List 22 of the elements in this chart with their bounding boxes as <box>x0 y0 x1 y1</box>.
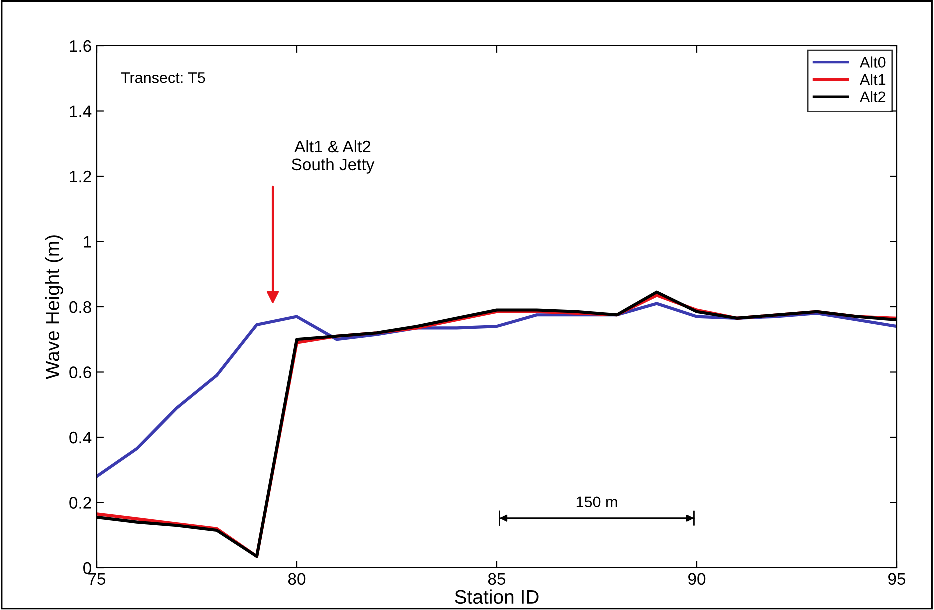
y-tick-label: 0.4 <box>70 432 92 444</box>
x-tick-label: 75 <box>88 573 106 586</box>
x-axis-title: Station ID <box>455 590 539 604</box>
y-tick-label: 0 <box>84 562 92 574</box>
y-tick-label: 0.8 <box>70 301 92 314</box>
y-tick-label: 1.6 <box>70 40 92 52</box>
y-axis-title: Wave Height (m) <box>45 236 64 380</box>
annotation: Alt1 & Alt2 South Jetty <box>292 140 375 174</box>
y-tick-label: 0.6 <box>70 366 92 378</box>
legend-label: Alt2 <box>860 91 886 102</box>
x-tick-label: 90 <box>688 573 706 586</box>
y-tick-label: 0.2 <box>70 497 92 509</box>
x-tick-label: 85 <box>488 573 506 586</box>
y-tick-label: 1.2 <box>70 170 92 183</box>
y-tick-label: 1 <box>84 236 92 248</box>
y-tick-label: 1.4 <box>70 106 92 118</box>
annotation: 150 m <box>576 496 618 508</box>
x-tick-label: 80 <box>288 573 306 586</box>
legend-label: Alt0 <box>860 56 886 68</box>
annotation: Transect: T5 <box>121 72 206 84</box>
legend-label: Alt1 <box>860 74 886 86</box>
x-tick-label: 95 <box>888 573 906 586</box>
